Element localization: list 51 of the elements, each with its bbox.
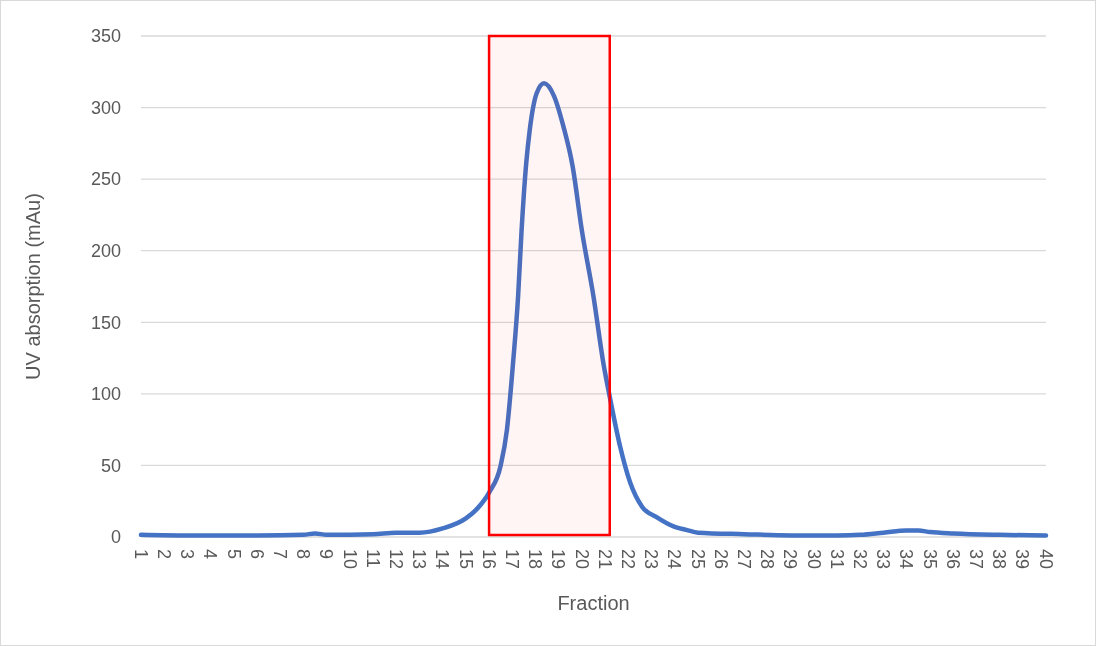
- x-tick-label: 6: [246, 549, 267, 560]
- x-tick-label: 21: [594, 549, 615, 570]
- x-tick-label: 3: [177, 549, 198, 560]
- x-tick-label: 25: [687, 549, 708, 570]
- x-tick-label: 37: [966, 549, 987, 570]
- y-tick-label: 250: [90, 169, 121, 190]
- x-tick-label: 33: [873, 549, 894, 570]
- x-tick-label: 36: [942, 549, 963, 570]
- y-tick-label: 150: [90, 312, 121, 333]
- x-tick-label: 18: [525, 549, 546, 570]
- x-tick-label: 27: [734, 549, 755, 570]
- x-tick-label: 16: [478, 549, 499, 570]
- x-tick-label: 13: [409, 549, 430, 570]
- x-tick-label: 29: [780, 549, 801, 570]
- x-tick-label: 31: [826, 549, 847, 570]
- x-tick-label: 11: [362, 549, 383, 568]
- x-tick-label: 15: [455, 549, 476, 570]
- x-tick-label: 14: [432, 549, 453, 570]
- x-tick-label: 8: [293, 549, 314, 560]
- x-tick-label: 20: [571, 549, 592, 570]
- y-tick-label: 300: [90, 97, 121, 118]
- x-tick-label: 26: [710, 549, 731, 570]
- x-tick-label: 12: [385, 549, 406, 570]
- y-axis-title: UV absorption (mAu): [22, 193, 44, 380]
- x-tick-label: 32: [850, 549, 871, 570]
- x-tick-label: 4: [200, 549, 221, 560]
- y-tick-label: 200: [90, 241, 121, 262]
- x-tick-label: 28: [757, 549, 778, 570]
- x-tick-label: 39: [1012, 549, 1033, 570]
- x-tick-label: 2: [153, 549, 174, 560]
- x-tick-label: 22: [618, 549, 639, 570]
- x-tick-label: 7: [269, 549, 290, 560]
- x-tick-label: 5: [223, 549, 244, 560]
- line-series: [138, 80, 1049, 538]
- x-tick-label: 23: [641, 549, 662, 570]
- x-tick-label: 17: [501, 549, 522, 570]
- x-tick-label: 40: [1035, 549, 1056, 570]
- y-tick-label: 0: [110, 527, 121, 548]
- x-tick-label: 1: [130, 549, 151, 560]
- y-tick-label: 100: [90, 384, 121, 405]
- x-tick-label: 35: [919, 549, 940, 570]
- x-tick-label: 19: [548, 549, 569, 570]
- x-axis-title: Fraction: [557, 592, 630, 614]
- x-tick-label: 38: [989, 549, 1010, 570]
- x-tick-label: 24: [664, 549, 685, 570]
- x-tick-label: 9: [316, 549, 337, 560]
- y-tick-label: 350: [90, 26, 121, 47]
- y-tick-label: 50: [100, 455, 121, 476]
- x-tick-label: 34: [896, 549, 917, 570]
- x-tick-label: 30: [803, 549, 824, 570]
- x-tick-label: 10: [339, 549, 360, 570]
